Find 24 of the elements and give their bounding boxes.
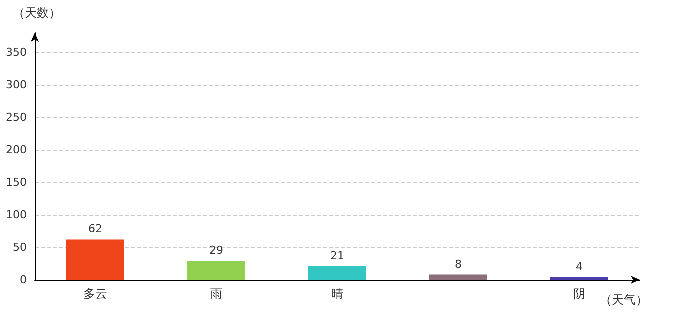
x-tick-label: 晴 <box>332 287 344 301</box>
bar <box>550 277 608 280</box>
bar <box>188 261 246 280</box>
y-tick-label: 250 <box>6 111 27 124</box>
y-tick-label: 50 <box>13 241 27 254</box>
data-label: 29 <box>210 244 224 258</box>
data-label: 62 <box>88 222 102 236</box>
data-label: 4 <box>576 260 583 274</box>
bar <box>430 274 488 280</box>
bar <box>308 266 366 280</box>
y-tick-label: 100 <box>6 208 27 222</box>
x-tick-label: 多云 <box>84 287 108 301</box>
x-axis-title: （天气） <box>600 293 648 307</box>
x-tick-label: 阴 <box>574 287 586 301</box>
y-tick-label: 0 <box>20 274 27 286</box>
y-tick-label: 150 <box>6 176 27 189</box>
x-tick-label: 雨 <box>210 287 222 301</box>
data-label: 21 <box>330 249 344 262</box>
bar <box>66 240 124 280</box>
y-tick-label: 200 <box>6 144 27 156</box>
data-label: 8 <box>455 258 462 271</box>
y-tick-label: 300 <box>6 78 27 92</box>
y-tick-label: 350 <box>6 46 27 59</box>
y-axis-title: （天数） <box>13 6 61 20</box>
